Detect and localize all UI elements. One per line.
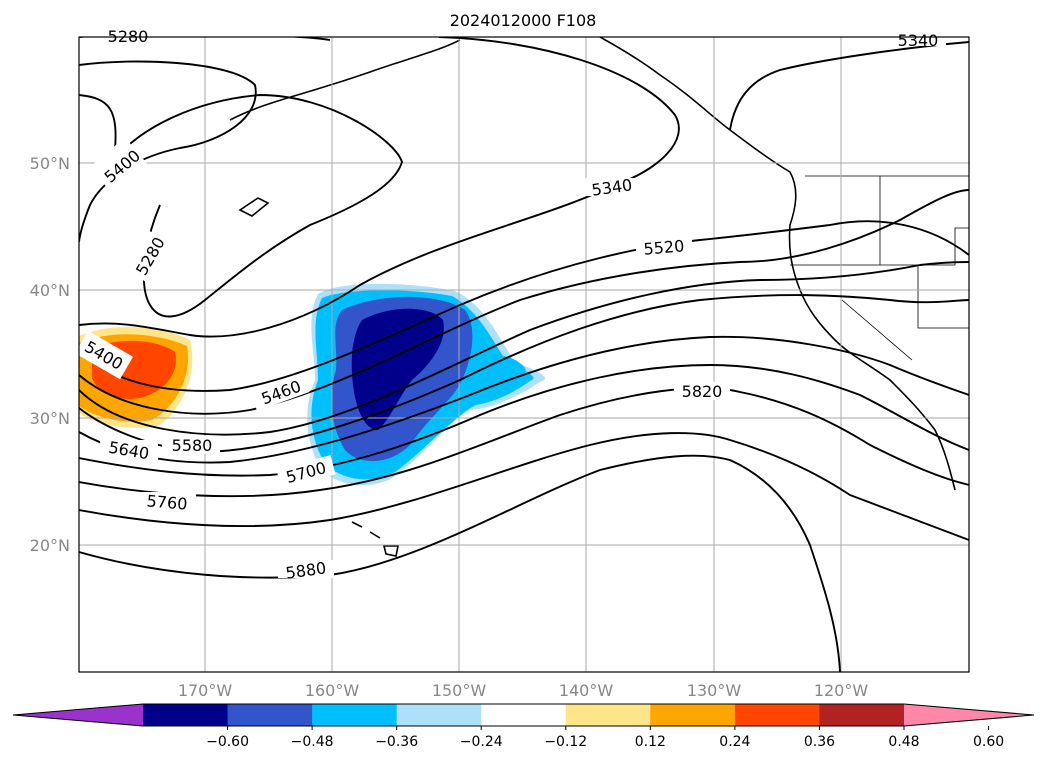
- colorbar-tick-label: 0.12: [635, 734, 666, 750]
- contour-label: 5760: [146, 491, 188, 513]
- colorbar-tick-label: 0.60: [973, 734, 1004, 750]
- colorbar-extend-low: [13, 704, 143, 726]
- colorbar: −0.60 −0.48 −0.36 −0.24 −0.12 0.12 0.24 0.36 0.4…: [12, 703, 1035, 750]
- colorbar-bin: [396, 704, 482, 726]
- lon-label: 170°W: [178, 681, 233, 700]
- colorbar-outline: [12, 703, 1035, 727]
- lon-label: 120°W: [814, 681, 869, 700]
- contour-label: 5520: [643, 236, 685, 258]
- lat-label: 50°N: [30, 154, 70, 173]
- colorbar-tick-label: 0.48: [888, 734, 919, 750]
- contour-label: 5820: [682, 382, 723, 401]
- colorbar-bin: [143, 704, 229, 726]
- contour-label: 5580: [172, 436, 213, 455]
- lon-label: 150°W: [432, 681, 487, 700]
- contour-label-masks: [79, 37, 946, 578]
- colorbar-bin: [734, 704, 820, 726]
- colorbar-bin: [650, 704, 736, 726]
- longitude-labels: 170°W 160°W 150°W 140°W 130°W 120°W: [178, 681, 869, 700]
- colorbar-tick-label: −0.36: [375, 734, 418, 750]
- colorbar-bin: [819, 704, 905, 726]
- lat-label: 40°N: [30, 281, 70, 300]
- lon-label: 130°W: [687, 681, 742, 700]
- map-frame: [78, 36, 970, 673]
- latitude-labels: 50°N 40°N 30°N 20°N: [30, 154, 70, 555]
- colorbar-bin: [227, 704, 313, 726]
- colorbar-tick-label: −0.12: [544, 734, 587, 750]
- colorbar-tick-label: −0.48: [291, 734, 334, 750]
- colorbar-tick-label: 0.36: [804, 734, 835, 750]
- contour-label: 5280: [108, 27, 149, 46]
- colorbar-bin: [565, 704, 651, 726]
- colorbar-extend-high: [904, 704, 1034, 726]
- figure-title: 2024012000 F108: [450, 11, 597, 30]
- lon-label: 160°W: [305, 681, 360, 700]
- colorbar-tick-label: 0.24: [719, 734, 750, 750]
- lat-label: 30°N: [30, 409, 70, 428]
- map-background: [79, 37, 969, 672]
- lat-label: 20°N: [30, 536, 70, 555]
- map-area: [79, 37, 969, 672]
- colorbar-tick-label: −0.24: [460, 734, 503, 750]
- political-borders: [790, 175, 969, 361]
- colorbar-bin: [312, 704, 398, 726]
- gridlines: [79, 37, 969, 672]
- colorbar-tick-label: −0.60: [206, 734, 249, 750]
- colorbar-bin: [481, 704, 567, 726]
- lon-label: 140°W: [559, 681, 614, 700]
- contour-label: 5340: [898, 31, 939, 50]
